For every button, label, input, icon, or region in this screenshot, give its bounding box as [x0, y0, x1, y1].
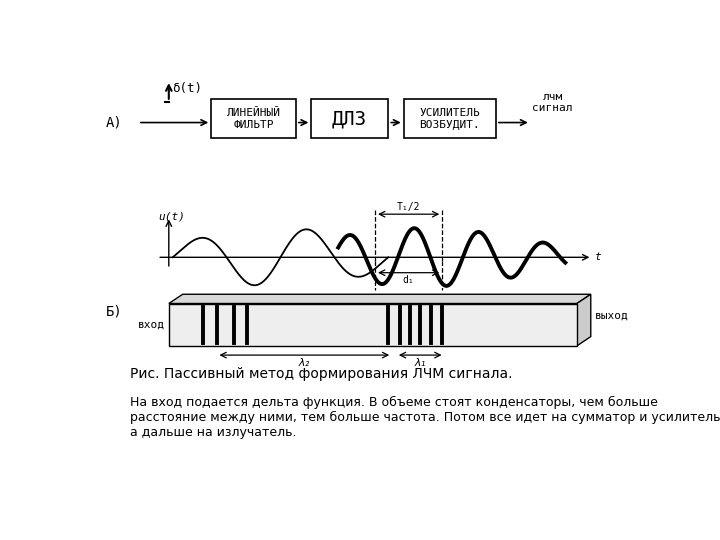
Text: лчм
сигнал: лчм сигнал	[532, 92, 572, 113]
Text: δ(t): δ(t)	[172, 82, 202, 94]
Text: Б): Б)	[106, 304, 122, 318]
Text: λ₁: λ₁	[413, 358, 427, 368]
Text: λ₂: λ₂	[297, 358, 311, 368]
Text: t: t	[595, 252, 602, 262]
Text: T₁/2: T₁/2	[397, 202, 420, 212]
Text: d₁: d₁	[402, 275, 415, 285]
Text: Рис. Пассивный метод формирования ЛЧМ сигнала.: Рис. Пассивный метод формирования ЛЧМ си…	[130, 367, 513, 381]
Text: u(t): u(t)	[159, 212, 186, 222]
Text: вход: вход	[138, 320, 165, 330]
Text: ЛИНЕЙНЫЙ
ФИЛЬТР: ЛИНЕЙНЫЙ ФИЛЬТР	[227, 108, 281, 130]
Bar	[311, 99, 388, 138]
Text: А): А)	[106, 116, 122, 130]
Polygon shape	[577, 294, 590, 346]
Polygon shape	[168, 294, 590, 303]
Bar	[168, 303, 577, 346]
Text: ДЛЗ: ДЛЗ	[332, 109, 367, 128]
Text: выход: выход	[595, 310, 629, 320]
Text: На вход подается дельта функция. В объеме стоят конденсаторы, чем больше
расстоя: На вход подается дельта функция. В объем…	[130, 396, 720, 439]
Text: УСИЛИТЕЛЬ
ВОЗБУДИТ.: УСИЛИТЕЛЬ ВОЗБУДИТ.	[420, 108, 480, 130]
Bar	[404, 99, 496, 138]
Bar	[211, 99, 296, 138]
